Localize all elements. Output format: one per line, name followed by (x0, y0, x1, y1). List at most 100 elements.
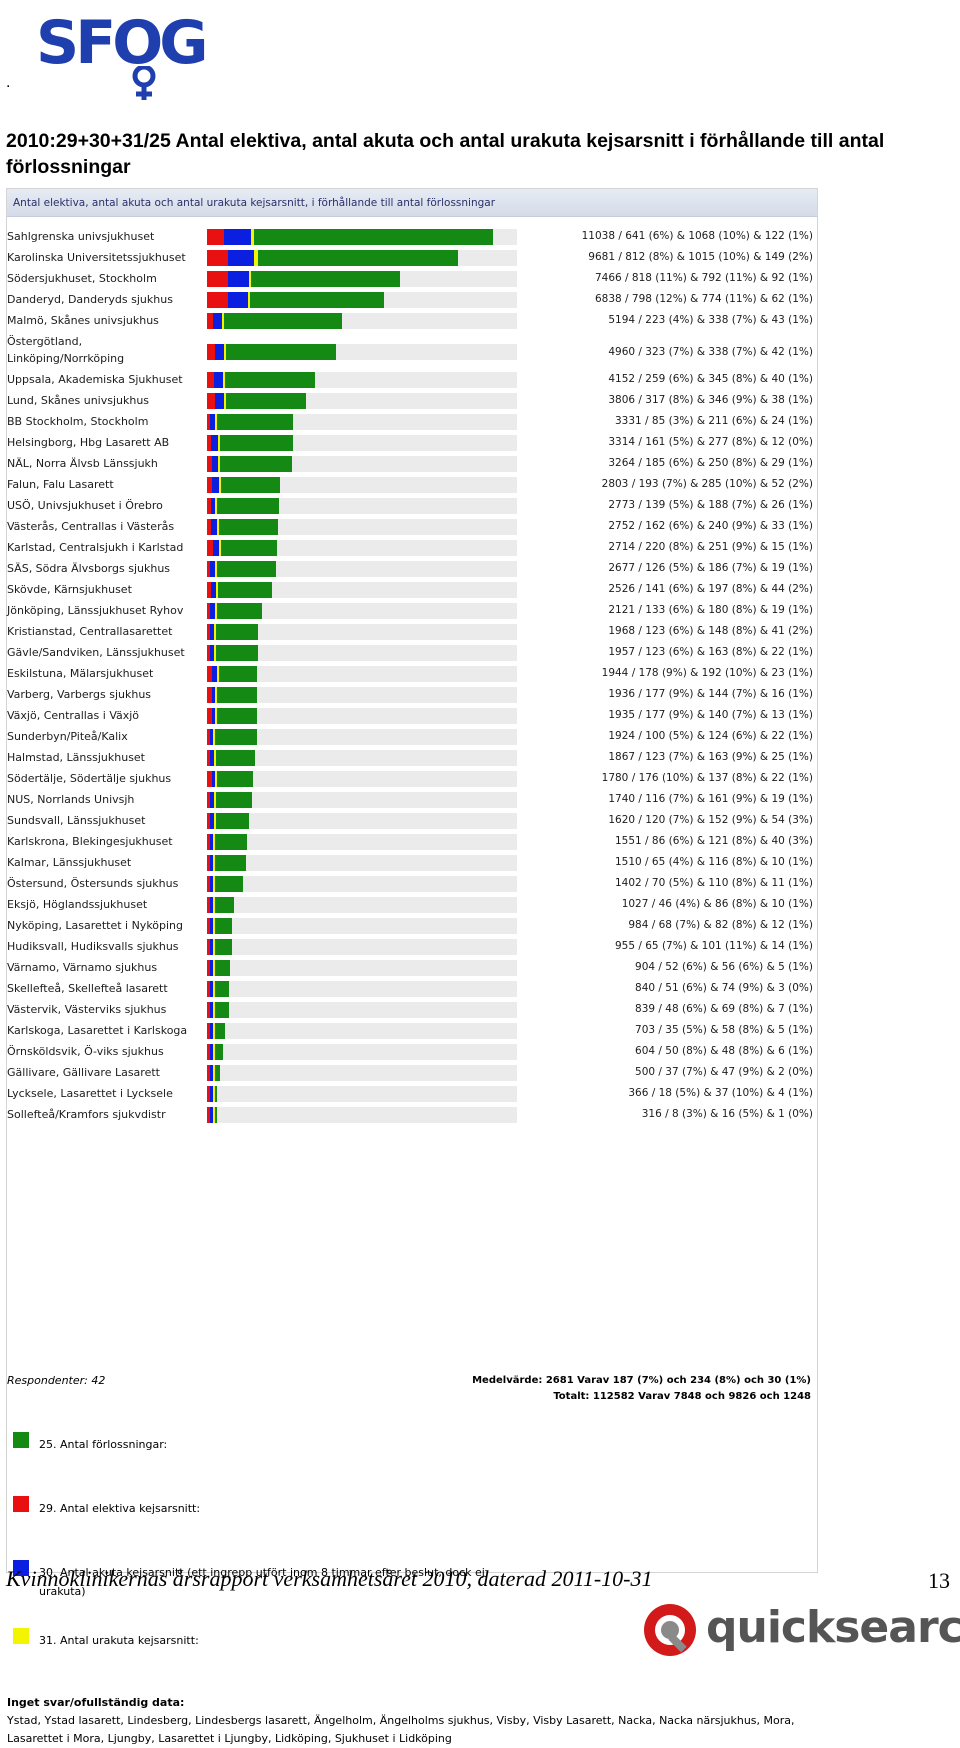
quicksearch-logo: quicksearch (640, 1600, 960, 1664)
bar-segment-births (215, 834, 248, 850)
bar-segment-urgent (251, 229, 255, 245)
bar-segment-urgent (213, 834, 216, 850)
row-value: 7466 / 818 (11%) & 792 (11%) & 92 (1%) (594, 272, 813, 284)
row-value: 955 / 65 (7%) & 101 (11%) & 14 (1%) (615, 940, 813, 952)
bar-track (207, 771, 517, 787)
chart-row: Södertälje, Södertälje sjukhus 1780 / 176… (7, 769, 819, 790)
chart-row: Skellefteå, Skellefteå lasarett 840 / 51 … (7, 979, 819, 1000)
bar-segment-urgent (215, 414, 218, 430)
venus-symbol-icon (132, 66, 156, 100)
bar-segment-acute (210, 1065, 213, 1081)
bar-segment-acute (210, 645, 215, 661)
bar-segment-acute (223, 229, 252, 245)
bar-track (207, 498, 517, 514)
bar-segment-births (215, 960, 231, 976)
row-label: Kalmar, Länssjukhuset (7, 856, 132, 869)
bar-segment-births (215, 1107, 217, 1123)
bar-segment-urgent (213, 876, 215, 892)
bar-segment-births (216, 624, 258, 640)
bar-segment-elective (207, 750, 211, 766)
bar-segment-acute (210, 729, 214, 745)
bar-segment-births (217, 687, 258, 703)
bar-segment-elective (207, 876, 210, 892)
bar-segment-births (216, 813, 249, 829)
bar-track (207, 603, 517, 619)
chart-row: Värnamo, Värnamo sjukhus 904 / 52 (6%) & … (7, 958, 819, 979)
bar-segment-births (215, 897, 234, 913)
bar-segment-elective (207, 477, 212, 493)
bar-segment-acute (228, 250, 255, 266)
bar-track (207, 456, 517, 472)
bar-segment-acute (210, 1023, 213, 1039)
chart-row: Östersund, Östersunds sjukhus 1402 / 70 (… (7, 874, 819, 895)
chart-row: Östergötland, Linköping/Norrköping 4960 / … (7, 332, 819, 370)
row-value: 1620 / 120 (7%) & 152 (9%) & 54 (3%) (608, 814, 813, 826)
bar-track (207, 582, 517, 598)
row-value: 2773 / 139 (5%) & 188 (7%) & 26 (1%) (608, 499, 813, 511)
no-answer-block: Inget svar/ofullständig data: Ystad, Yst… (7, 1694, 807, 1748)
bar-segment-elective (207, 344, 216, 360)
bar-segment-urgent (222, 372, 225, 388)
chart-row: Lund, Skånes univsjukhus 3806 / 317 (8%) … (7, 391, 819, 412)
bar-segment-elective (207, 918, 210, 934)
bar-segment-elective (207, 960, 210, 976)
bar-segment-births (218, 666, 258, 682)
bar-segment-urgent (213, 939, 215, 955)
bar-segment-elective (207, 435, 212, 451)
row-value: 1936 / 177 (9%) & 144 (7%) & 16 (1%) (608, 688, 813, 700)
bar-segment-urgent (213, 1107, 215, 1123)
row-value: 9681 / 812 (8%) & 1015 (10%) & 149 (2%) (588, 251, 813, 263)
bar-track (207, 729, 517, 745)
bar-segment-births (219, 519, 279, 535)
bar-segment-urgent (219, 477, 222, 493)
quicksearch-swirl-icon (644, 1604, 696, 1656)
bar-segment-urgent (213, 729, 216, 745)
bar-segment-urgent (215, 498, 218, 514)
chart-row: Lycksele, Lasarettet i Lycksele 366 / 18 … (7, 1084, 819, 1105)
row-label: Eksjö, Höglandssjukhuset (7, 898, 148, 911)
chart-row: Eksjö, Höglandssjukhuset 1027 / 46 (4%) &… (7, 895, 819, 916)
bar-segment-births (226, 393, 306, 409)
legend-swatch-red (13, 1496, 29, 1512)
bar-track (207, 393, 517, 409)
bar-segment-urgent (213, 897, 215, 913)
bar-track (207, 939, 517, 955)
row-value: 840 / 51 (6%) & 74 (9%) & 3 (0%) (635, 982, 813, 994)
bar-segment-acute (213, 372, 223, 388)
bar-segment-urgent (218, 435, 221, 451)
row-label: Uppsala, Akademiska Sjukhuset (7, 373, 183, 386)
bar-segment-acute (210, 582, 216, 598)
bar-segment-births (216, 792, 253, 808)
legend-label-urgent: 31. Antal urakuta kejsarsnitt: (39, 1634, 199, 1647)
row-value: 2121 / 133 (6%) & 180 (8%) & 19 (1%) (608, 604, 813, 616)
row-label: Sollefteå/Kramfors sjukvdistr (7, 1108, 166, 1121)
bar-segment-acute (210, 624, 214, 640)
chart-title: Antal elektiva, antal akuta och antal ur… (7, 189, 817, 217)
bar-track (207, 540, 517, 556)
bar-track (207, 813, 517, 829)
sfog-logo: SFOG (26, 8, 208, 100)
chart-row: Falun, Falu Lasarett 2803 / 193 (7%) & 28… (7, 475, 819, 496)
bar-segment-elective (207, 939, 210, 955)
row-value: 2752 / 162 (6%) & 240 (9%) & 33 (1%) (608, 520, 813, 532)
bar-segment-births (220, 435, 293, 451)
row-value: 3331 / 85 (3%) & 211 (6%) & 24 (1%) (615, 415, 813, 427)
bar-segment-acute (210, 876, 213, 892)
row-label: Gävle/Sandviken, Länssjukhuset (7, 646, 185, 659)
bar-track (207, 313, 517, 329)
bar-segment-urgent (214, 792, 217, 808)
summary-block: Medelvärde: 2681 Varav 187 (7%) och 234 … (472, 1373, 811, 1405)
bar-segment-acute (228, 271, 249, 287)
bar-segment-acute (211, 771, 216, 787)
bar-segment-acute (227, 292, 248, 308)
row-label: Södersjukhuset, Stockholm (7, 272, 157, 285)
bar-track (207, 292, 517, 308)
bar-segment-acute (210, 834, 214, 850)
bar-segment-urgent (215, 603, 218, 619)
row-label: Östersund, Östersunds sjukhus (7, 877, 179, 890)
bar-segment-elective (207, 271, 229, 287)
bar-segment-urgent (254, 250, 259, 266)
chart-panel: Antal elektiva, antal akuta och antal ur… (6, 188, 819, 1745)
bar-segment-births (221, 540, 278, 556)
bar-segment-elective (207, 708, 212, 724)
